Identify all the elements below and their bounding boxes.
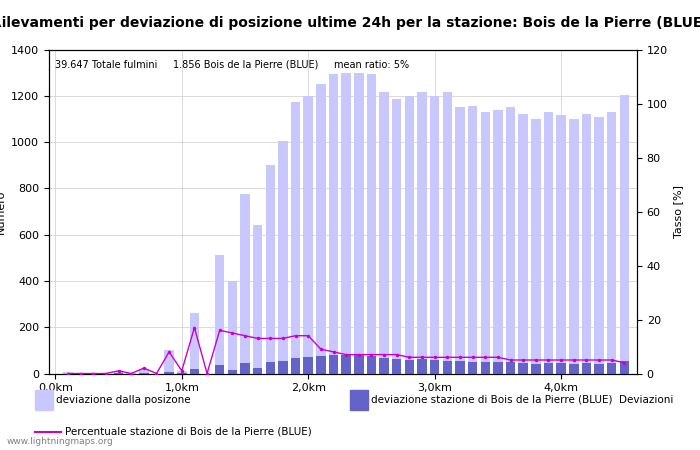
Bar [304, 357, 313, 374]
Bar [455, 108, 465, 374]
Bar [215, 256, 225, 374]
Bar [544, 112, 553, 374]
Bar [253, 368, 262, 374]
Bar [544, 363, 553, 374]
Bar [405, 360, 414, 374]
Bar [442, 361, 452, 374]
Bar [316, 84, 326, 374]
Text: Deviazioni: Deviazioni [620, 395, 674, 405]
Bar [468, 362, 477, 374]
Bar [190, 369, 200, 374]
Bar [620, 94, 629, 374]
Bar [442, 92, 452, 374]
Bar [392, 359, 402, 374]
Bar [63, 372, 73, 374]
Bar [494, 110, 503, 374]
Bar [228, 370, 237, 374]
Y-axis label: Tasso [%]: Tasso [%] [673, 185, 683, 238]
Bar [265, 165, 275, 374]
Bar [594, 364, 604, 374]
Bar [455, 361, 465, 374]
Bar [114, 372, 123, 374]
Bar [367, 356, 376, 374]
Bar [582, 114, 591, 374]
Bar [430, 96, 440, 374]
Text: Rilevamenti per deviazione di posizione ultime 24h per la stazione: Bois de la P: Rilevamenti per deviazione di posizione … [0, 16, 700, 30]
Bar [506, 362, 515, 373]
Text: deviazione stazione di Bois de la Pierre (BLUE): deviazione stazione di Bois de la Pierre… [371, 395, 612, 405]
Bar [290, 102, 300, 374]
Text: deviazione dalla posizone: deviazione dalla posizone [56, 395, 190, 405]
Bar [35, 390, 52, 410]
Bar [556, 116, 566, 374]
Bar [607, 363, 617, 374]
Bar [480, 362, 490, 373]
Bar [468, 106, 477, 374]
Bar [240, 194, 250, 374]
Bar [177, 371, 186, 373]
Bar [594, 117, 604, 374]
Bar [304, 96, 313, 374]
Bar [215, 365, 225, 374]
Bar [405, 96, 414, 374]
Bar [290, 358, 300, 373]
Bar [379, 359, 389, 374]
Bar [228, 281, 237, 374]
Bar [190, 313, 200, 374]
Bar [139, 369, 148, 374]
Bar [417, 359, 427, 374]
Bar [164, 372, 174, 374]
Bar [519, 114, 528, 374]
Bar [569, 364, 578, 374]
Bar [607, 112, 617, 374]
Bar [569, 119, 578, 374]
Bar [316, 356, 326, 373]
Y-axis label: Numero: Numero [0, 189, 6, 234]
Bar [278, 361, 288, 374]
Bar [392, 99, 402, 374]
Bar [354, 72, 363, 373]
Bar [531, 364, 540, 374]
Bar [329, 74, 338, 374]
Bar [620, 361, 629, 374]
Bar [342, 72, 351, 373]
Text: 39.647 Totale fulmini     1.856 Bois de la Pierre (BLUE)     mean ratio: 5%: 39.647 Totale fulmini 1.856 Bois de la P… [55, 59, 409, 69]
Bar [367, 74, 376, 374]
Bar [240, 363, 250, 374]
Text: Percentuale stazione di Bois de la Pierre (BLUE): Percentuale stazione di Bois de la Pierr… [65, 427, 312, 437]
Bar [430, 360, 440, 373]
Bar [531, 119, 540, 374]
Bar [494, 362, 503, 374]
Bar [506, 108, 515, 374]
Bar [556, 363, 566, 374]
Bar [350, 390, 368, 410]
Bar [278, 141, 288, 373]
Bar [265, 362, 275, 374]
Bar [354, 356, 363, 373]
Bar [329, 355, 338, 374]
Bar [480, 112, 490, 374]
Bar [519, 363, 528, 374]
Bar [253, 225, 262, 374]
Bar [164, 351, 174, 374]
Bar [582, 363, 591, 374]
Text: www.lightningmaps.org: www.lightningmaps.org [7, 436, 113, 446]
Bar [379, 92, 389, 374]
Bar [417, 92, 427, 374]
Bar [342, 355, 351, 374]
